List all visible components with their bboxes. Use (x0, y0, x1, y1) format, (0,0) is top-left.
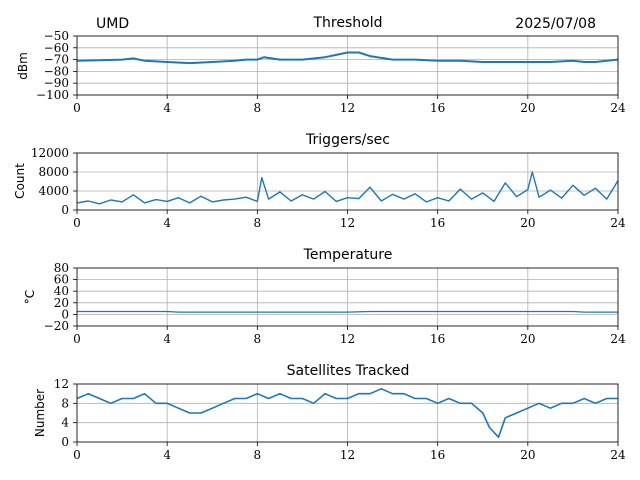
threshold-plot-area: 0 4 8 12 16 20 24 −100−90−80−70−60−50 (36, 29, 626, 115)
panel-title: Satellites Tracked (287, 363, 410, 379)
x-tick-label: 0 (73, 332, 81, 346)
y-axis-label: Count (13, 163, 27, 199)
y-tick-label: 8000 (38, 165, 69, 179)
header-left-label: UMD (96, 16, 129, 32)
y-tick-label: −70 (44, 53, 69, 67)
y-tick-label: 60 (54, 273, 69, 287)
x-tick-label: 12 (340, 332, 355, 346)
y-axis-label: dBm (16, 52, 30, 80)
x-tick-label: 0 (73, 448, 81, 462)
x-tick-label: 12 (340, 448, 355, 462)
y-tick-label: −90 (44, 76, 69, 90)
x-tick-label: 0 (73, 216, 81, 230)
y-tick-label: 12 (54, 377, 69, 391)
y-tick-label: −80 (44, 64, 69, 78)
panel-title: Triggers/sec (305, 132, 390, 148)
x-tick-label: 16 (430, 332, 445, 346)
x-tick-label: 24 (610, 332, 626, 346)
triggers-panel: Triggers/sec Count 0 4 8 12 16 20 24 0 4000 8000 1… (13, 132, 626, 230)
x-tick-label: 4 (163, 448, 171, 462)
x-tick-label: 24 (610, 101, 626, 115)
y-tick-label: 20 (54, 296, 69, 310)
x-tick-label: 24 (610, 448, 626, 462)
satellites-panel: Satellites Tracked Number 0 4 8 12 16 20 24 0 4 8… (33, 363, 626, 462)
x-tick-label: 4 (163, 216, 171, 230)
x-tick-label: 20 (520, 448, 535, 462)
x-tick-label: 12 (340, 101, 355, 115)
y-axis-label: °C (23, 290, 37, 304)
x-tick-label: 8 (254, 332, 262, 346)
y-tick-label: 0 (61, 307, 69, 321)
series-line (76, 171, 619, 205)
satellites-plot-area: 0 4 8 12 16 20 24 0 4 8 12 (54, 377, 626, 462)
threshold-panel: Threshold dBm 0 4 8 12 16 20 24 −100−90−80−70−6… (16, 15, 626, 115)
x-tick-label: 20 (520, 332, 535, 346)
x-tick-label: 20 (520, 101, 535, 115)
header-date-label: 2025/07/08 (515, 16, 596, 32)
x-tick-label: 16 (430, 448, 445, 462)
y-tick-label: 12000 (31, 146, 69, 160)
series-line (76, 51, 619, 65)
y-tick-label: −60 (44, 41, 69, 55)
y-axis-label: Number (33, 389, 47, 437)
x-tick-label: 12 (340, 216, 355, 230)
x-tick-label: 16 (430, 101, 445, 115)
y-tick-label: −50 (44, 29, 69, 43)
x-tick-label: 0 (73, 101, 81, 115)
x-tick-label: 4 (163, 101, 171, 115)
y-tick-label: 4 (61, 416, 69, 430)
y-tick-label: −100 (36, 88, 69, 102)
x-tick-label: 4 (163, 332, 171, 346)
triggers-plot-area: 0 4 8 12 16 20 24 0 4000 8000 12000 (31, 146, 626, 230)
x-tick-label: 8 (254, 448, 262, 462)
y-tick-label: 0 (61, 203, 69, 217)
series-line (76, 387, 618, 439)
x-tick-label: 8 (254, 101, 262, 115)
series-line (77, 310, 618, 313)
x-tick-label: 8 (254, 216, 262, 230)
x-tick-label: 16 (430, 216, 445, 230)
y-tick-label: 40 (54, 284, 69, 298)
panel-title: Temperature (303, 247, 393, 263)
y-tick-label: 0 (61, 435, 69, 449)
y-tick-label: 4000 (38, 184, 69, 198)
y-tick-label: −20 (44, 319, 69, 333)
x-tick-label: 20 (520, 216, 535, 230)
y-tick-label: 80 (54, 261, 69, 275)
y-tick-label: 8 (61, 396, 69, 410)
panel-title: Threshold (313, 15, 383, 31)
x-tick-label: 24 (610, 216, 626, 230)
